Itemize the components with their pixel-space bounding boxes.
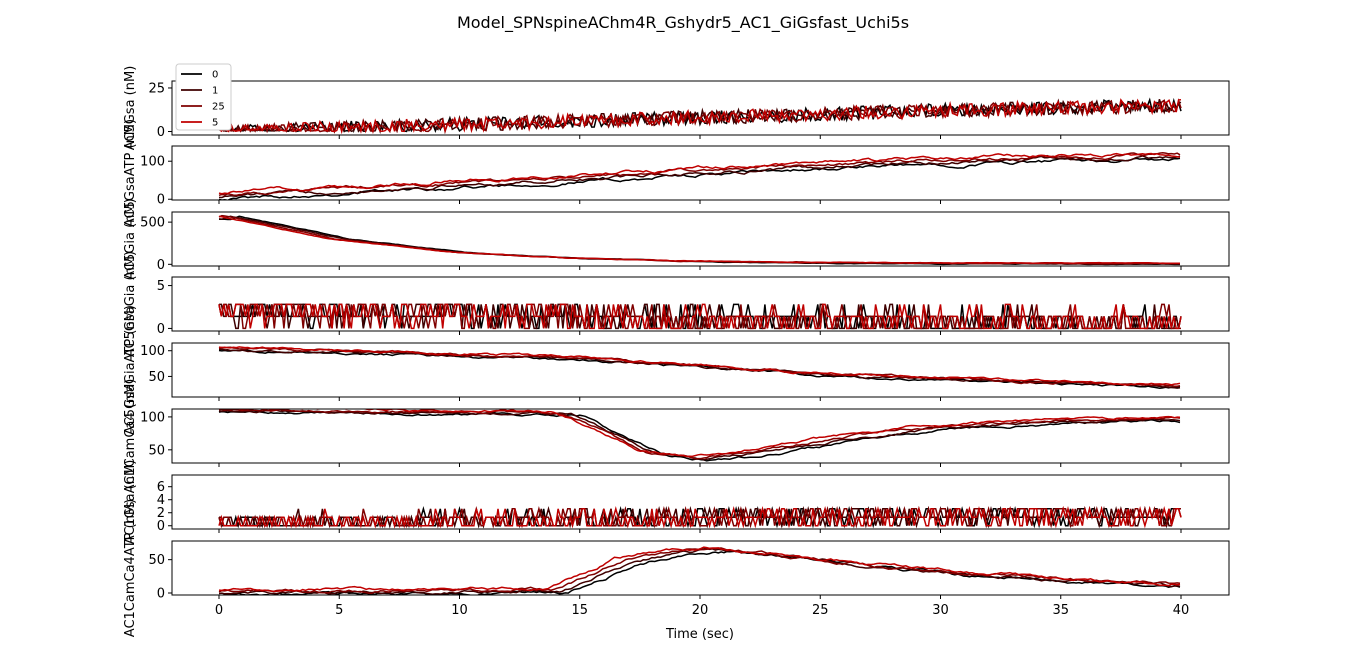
x-tick-label: 0 — [215, 603, 223, 618]
y-tick-label: 2 — [157, 506, 165, 521]
y-axis-label: AC1CamCa4ATP (nM) — [123, 499, 138, 637]
legend-box — [175, 63, 232, 131]
y-axis-label: AC5GsaATP (nM) — [123, 119, 138, 227]
figure-title: Model_SPNspineAChm4R_Gshydr5_AC1_GiGsfas… — [457, 13, 909, 33]
series-group-6 — [218, 409, 1181, 462]
legend-label: 0 — [212, 70, 218, 81]
x-tick-label: 5 — [335, 603, 343, 618]
y-tick-label: 5 — [157, 279, 165, 294]
series-group-1 — [218, 97, 1182, 135]
axes-frame — [171, 342, 1230, 398]
series-line-25 — [219, 409, 1181, 460]
series-line-25 — [218, 506, 1181, 529]
series-line-1 — [218, 155, 1181, 199]
y-tick-label: 0 — [157, 125, 165, 140]
panel-1: 0 25 AC5Gsa (nM) — [123, 66, 1230, 151]
series-group-7 — [218, 506, 1182, 529]
y-axis-label: AC5Gia (nM) — [123, 198, 138, 279]
y-tick-label: 4 — [157, 493, 165, 508]
series-line-0 — [218, 157, 1181, 200]
legend-label: 1 — [212, 86, 218, 97]
x-tick-label: 10 — [451, 603, 468, 618]
y-axis-label: AC1CamCa4 (nM) — [123, 379, 138, 494]
series-group-2 — [218, 152, 1181, 200]
y-axis-label: AC5Gsa (nM) — [123, 66, 138, 151]
series-group-4 — [218, 303, 1182, 330]
y-tick-label: 50 — [148, 553, 165, 568]
y-tick-label: 50 — [148, 370, 165, 385]
y-tick-label: 0 — [157, 193, 165, 208]
x-tick-label: 40 — [1173, 603, 1190, 618]
series-line-1 — [218, 409, 1181, 461]
series-line-5 — [218, 215, 1181, 265]
y-axis-label: AC1Gsa (nM) — [123, 460, 138, 545]
series-line-5 — [218, 346, 1181, 386]
series-line-0 — [219, 550, 1181, 595]
series-line-5 — [226, 409, 1181, 458]
series-line-5 — [218, 506, 1182, 529]
y-axis-label: AC5GsaGia (nM) — [123, 251, 138, 357]
legend-label: 5 — [212, 118, 218, 129]
series-line-0 — [218, 506, 1181, 529]
series-group-3 — [218, 214, 1181, 266]
x-tick-label: 20 — [692, 603, 709, 618]
y-tick-label: 6 — [157, 480, 165, 495]
y-tick-label: 0 — [157, 322, 165, 337]
y-tick-label: 25 — [148, 81, 165, 96]
legend: 0 1 25 5 — [175, 63, 232, 131]
y-tick-label: 50 — [148, 443, 165, 458]
series-line-25 — [218, 547, 1181, 595]
series-line-25 — [218, 214, 1181, 265]
series-group-5 — [218, 346, 1181, 389]
y-axis-label: AC5GsaGiaATP (nM) — [123, 305, 138, 435]
y-tick-label: 0 — [157, 519, 165, 534]
x-tick-label: 30 — [932, 603, 949, 618]
series-line-25 — [218, 152, 1181, 197]
y-tick-label: 0 — [157, 258, 165, 273]
series-line-5 — [218, 98, 1182, 135]
series-group-8 — [218, 546, 1181, 595]
y-tick-label: 0 — [157, 587, 165, 602]
panel-4: 0 5 AC5GsaGia (nM) — [123, 251, 1230, 357]
y-tick-label: 500 — [140, 216, 165, 231]
y-tick-label: 100 — [140, 155, 165, 170]
x-axis-label: Time (sec) — [665, 627, 734, 642]
series-line-5 — [218, 303, 1182, 330]
series-line-5 — [218, 546, 1181, 593]
y-tick-label: 100 — [140, 410, 165, 425]
legend-label: 25 — [212, 102, 225, 113]
x-tick-label: 25 — [812, 603, 829, 618]
series-line-0 — [218, 409, 1181, 462]
x-tick-label: 15 — [571, 603, 588, 618]
x-tick-label: 35 — [1052, 603, 1069, 618]
y-tick-label: 100 — [140, 344, 165, 359]
series-line-5 — [218, 152, 1181, 195]
series-line-25 — [218, 98, 1182, 134]
